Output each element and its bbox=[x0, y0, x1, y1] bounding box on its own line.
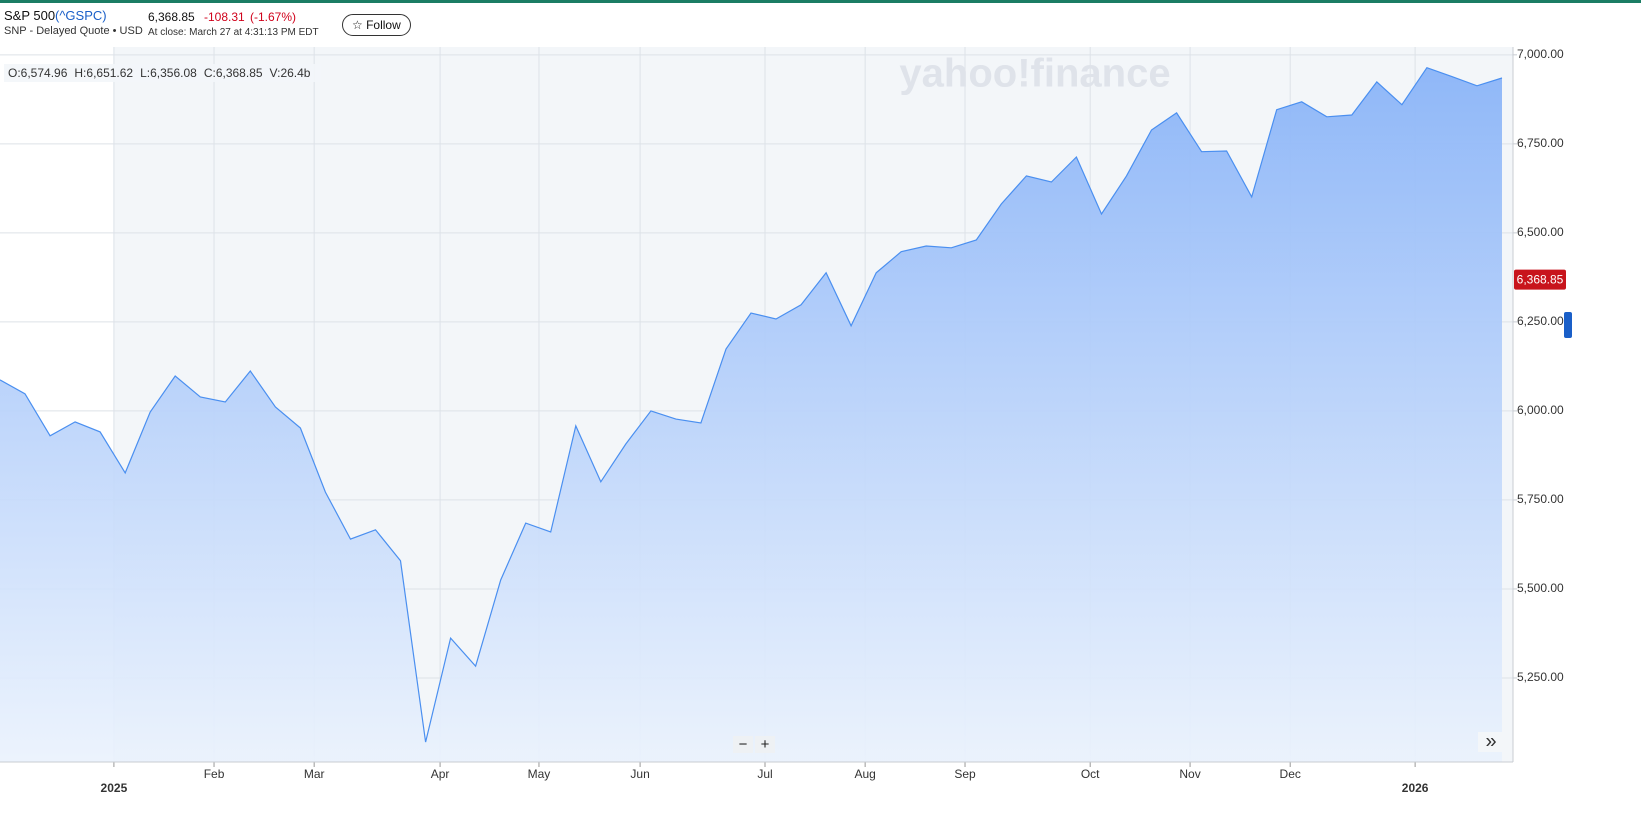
close-time: At close: March 27 at 4:31:13 PM EDT bbox=[148, 27, 319, 38]
y-tick-label: 7,000.00 bbox=[1517, 47, 1564, 61]
x-tick-label: 2025 bbox=[101, 781, 128, 795]
zoom-out-label: − bbox=[739, 736, 748, 753]
y-tick-label: 5,500.00 bbox=[1517, 581, 1564, 595]
area-fill bbox=[0, 67, 1502, 762]
y-tick-label: 6,250.00 bbox=[1517, 314, 1564, 328]
ohlc-item: V:26.4b bbox=[269, 66, 311, 80]
expand-button[interactable] bbox=[1478, 732, 1504, 752]
chart: yahoo!finance − + » 5,250.00 5,500.00 5,75… bbox=[0, 47, 1572, 795]
ohlc-item: C:6,368.85 bbox=[203, 66, 263, 80]
current-price-badge bbox=[1514, 269, 1566, 290]
expand-label: » bbox=[1485, 730, 1496, 752]
x-tick-label: Feb bbox=[204, 767, 225, 781]
x-tick-label: Oct bbox=[1081, 767, 1100, 781]
current-price-label: 6,368.85 bbox=[1517, 273, 1564, 287]
price-line bbox=[0, 66, 1503, 743]
ohlc-item: O:6,574.96 bbox=[8, 66, 68, 80]
x-tick-label: Sep bbox=[954, 767, 976, 781]
x-tick-label: May bbox=[528, 767, 551, 781]
x-tick-label: 2026 bbox=[1402, 781, 1429, 795]
quote-change: -108.31 bbox=[204, 10, 245, 24]
ohlc-legend: O:6,574.96 H:6,651.62 L:6,356.08 C:6,368.85… bbox=[4, 64, 322, 82]
zoom-in-button[interactable] bbox=[755, 736, 775, 753]
top-accent bbox=[0, 0, 1641, 3]
y-tick-label: 6,750.00 bbox=[1517, 136, 1564, 150]
x-tick-label: Mar bbox=[304, 767, 325, 781]
y-tick-label: 6,500.00 bbox=[1517, 225, 1564, 239]
x-tick-label: Aug bbox=[854, 767, 875, 781]
watermark: yahoo!finance bbox=[899, 52, 1170, 96]
quote-header: S&P 500 (^GSPC) SNP - Delayed Quote • US… bbox=[0, 3, 1641, 47]
zoom-out-button[interactable] bbox=[733, 736, 753, 753]
ohlc-item: L:6,356.08 bbox=[140, 66, 197, 80]
x-tick-label: Nov bbox=[1179, 767, 1200, 781]
follow-button[interactable]: ☆ Follow bbox=[342, 14, 411, 36]
x-tick-label: Jun bbox=[630, 767, 649, 781]
quote-change-percent: (-1.67%) bbox=[250, 10, 297, 24]
quote-name: S&P 500 bbox=[4, 8, 56, 23]
y-tick-label: 6,000.00 bbox=[1517, 403, 1564, 417]
x-tick-label: Apr bbox=[431, 767, 450, 781]
side-tab bbox=[1564, 312, 1572, 338]
quote-price: 6,368.85 bbox=[148, 10, 195, 24]
zoom-in-label: + bbox=[761, 736, 770, 753]
y-tick-label: 5,250.00 bbox=[1517, 670, 1564, 684]
quote-subtitle: SNP - Delayed Quote • USD bbox=[4, 25, 143, 37]
quote-symbol: (^GSPC) bbox=[55, 8, 107, 23]
x-tick-label: Dec bbox=[1280, 767, 1301, 781]
y-tick-label: 5,750.00 bbox=[1517, 492, 1564, 506]
x-tick-label: Jul bbox=[757, 767, 772, 781]
ohlc-item: H:6,651.62 bbox=[74, 66, 134, 80]
